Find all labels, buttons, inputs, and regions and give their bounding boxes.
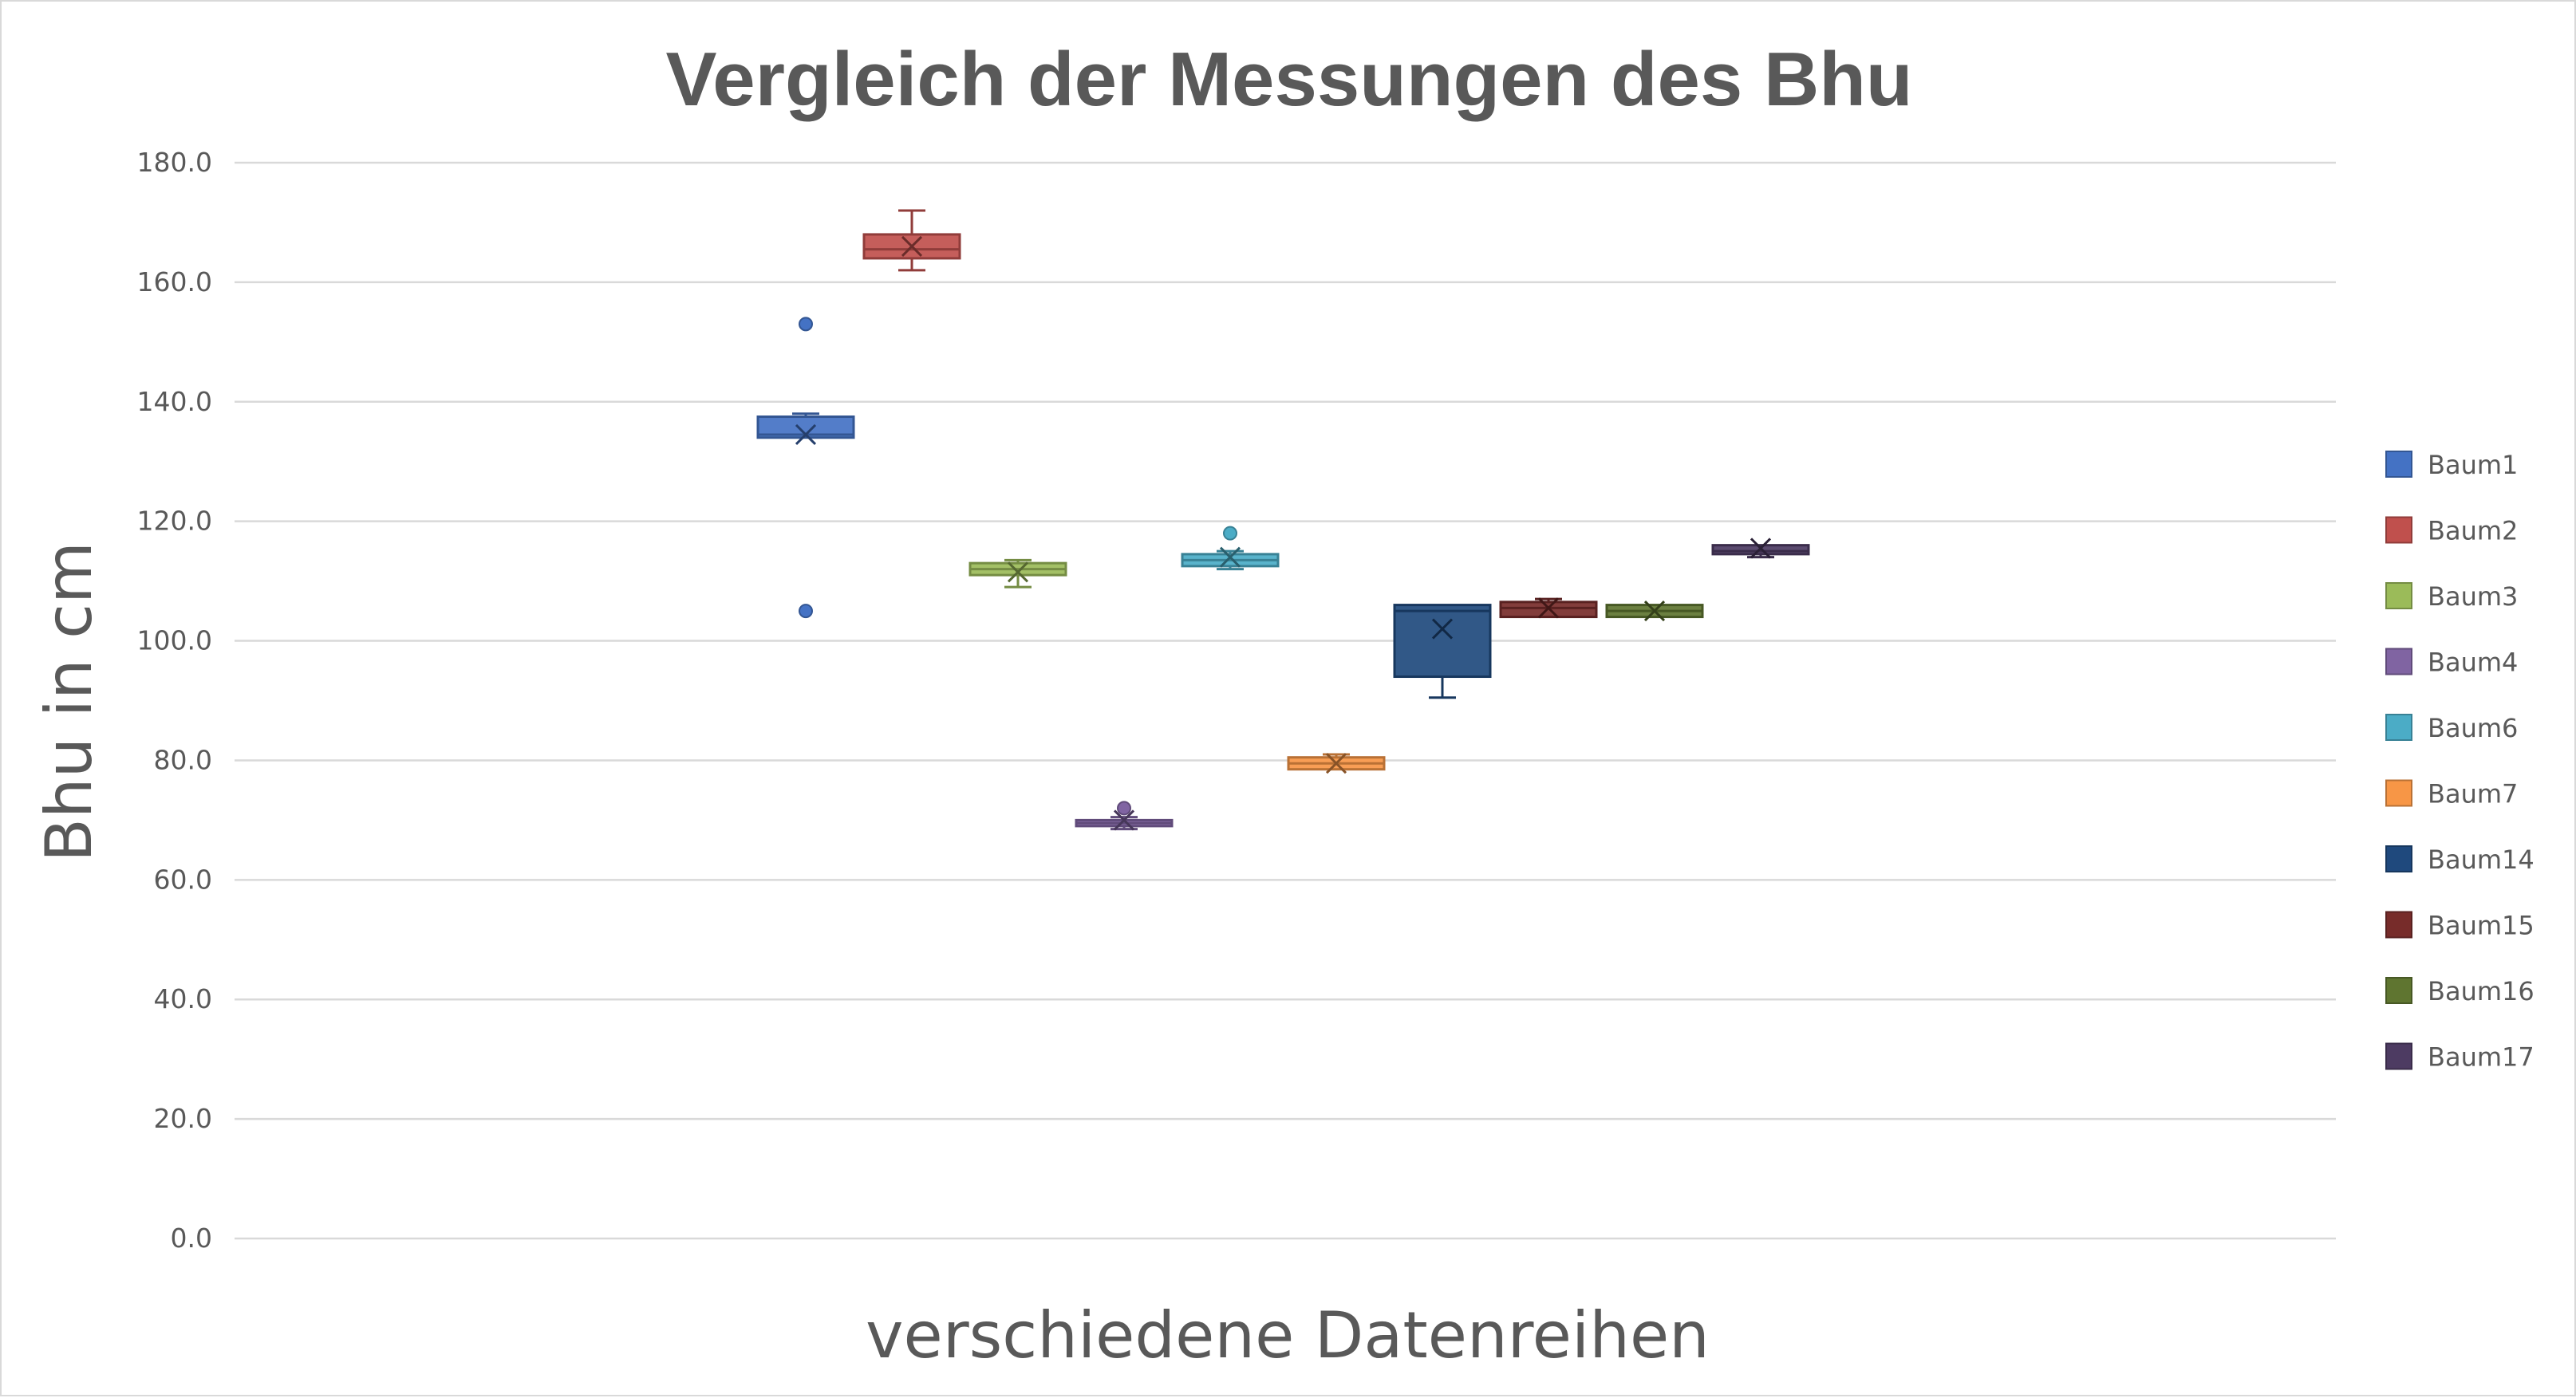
legend-item-baum15: Baum15 <box>2385 911 2535 941</box>
mean-marker <box>1431 618 1454 640</box>
outlier-point <box>1117 801 1131 816</box>
legend-item-baum4: Baum4 <box>2385 648 2518 678</box>
y-tick-label: 0.0 <box>171 1223 212 1254</box>
legend-item-baum17: Baum17 <box>2385 1042 2535 1073</box>
mean-marker <box>1537 597 1560 619</box>
legend-label: Baum3 <box>2428 581 2518 612</box>
mean-marker <box>901 235 923 257</box>
mean-marker <box>1750 538 1772 559</box>
legend-item-baum7: Baum7 <box>2385 779 2518 809</box>
outlier-point <box>1223 526 1237 541</box>
legend-label: Baum4 <box>2428 648 2518 678</box>
y-tick-label: 160.0 <box>137 266 212 297</box>
legend-swatch <box>2385 648 2412 675</box>
y-tick-label: 80.0 <box>154 744 212 775</box>
legend-swatch <box>2385 845 2412 872</box>
chart-title: Vergleich der Messungen des Bhu <box>665 37 1912 122</box>
box-baum16 <box>1605 601 1704 622</box>
legend-swatch <box>2385 911 2412 939</box>
legend-label: Baum17 <box>2428 1042 2535 1073</box>
box-baum7 <box>1287 753 1386 774</box>
legend-item-baum6: Baum6 <box>2385 713 2518 743</box>
plot-area <box>756 209 1810 831</box>
legend-item-baum14: Baum14 <box>2385 845 2535 875</box>
legend-swatch <box>2385 977 2412 1004</box>
y-tick-label: 180.0 <box>137 147 212 178</box>
legend-label: Baum2 <box>2428 516 2518 546</box>
legend-label: Baum15 <box>2428 911 2535 941</box>
box-baum15 <box>1499 597 1598 619</box>
mean-marker <box>1007 561 1029 583</box>
legend-label: Baum16 <box>2428 976 2535 1006</box>
outlier-point <box>799 604 813 619</box>
legend-swatch <box>2385 1042 2412 1070</box>
legend-item-baum3: Baum3 <box>2385 581 2518 612</box>
mean-marker <box>1643 601 1666 622</box>
box-baum17 <box>1711 538 1810 559</box>
box-baum2 <box>862 209 961 272</box>
mean-marker <box>1219 546 1241 568</box>
y-tick-label: 20.0 <box>154 1103 212 1134</box>
box-iqr <box>1393 604 1492 679</box>
legend-swatch <box>2385 451 2412 478</box>
legend-swatch <box>2385 779 2412 807</box>
y-tick-label: 140.0 <box>137 386 212 417</box>
legend-item-baum16: Baum16 <box>2385 976 2535 1006</box>
mean-marker <box>1325 753 1347 774</box>
mean-marker <box>1113 809 1135 831</box>
legend: Baum1 Baum2 Baum3 Baum4 Baum6 Baum7 Baum14 Baum… <box>2385 450 2535 1073</box>
box-baum3 <box>968 558 1067 589</box>
y-axis-title: Bhu in cm <box>32 541 106 862</box>
legend-label: Baum6 <box>2428 713 2518 743</box>
legend-item-baum2: Baum2 <box>2385 516 2518 546</box>
outlier-point <box>799 317 813 332</box>
x-axis-title: verschiedene Datenreihen <box>866 1298 1710 1372</box>
mean-marker <box>795 423 817 446</box>
legend-swatch <box>2385 582 2412 609</box>
y-tick-label: 40.0 <box>154 983 212 1014</box>
y-axis-tick-labels: 0.0 20.0 40.0 60.0 80.0 100.0 120.0 140.0 160.0 1… <box>137 147 212 1254</box>
legend-item-baum1: Baum1 <box>2385 450 2518 480</box>
legend-swatch <box>2385 516 2412 544</box>
y-tick-label: 60.0 <box>154 864 212 895</box>
box-baum6 <box>1181 526 1280 571</box>
box-baum4 <box>1075 801 1174 831</box>
gridlines <box>235 161 2336 1240</box>
legend-label: Baum7 <box>2428 779 2518 809</box>
box-baum1 <box>756 317 855 619</box>
y-tick-label: 120.0 <box>137 506 212 537</box>
box-baum14 <box>1393 604 1492 699</box>
legend-label: Baum1 <box>2428 450 2518 480</box>
legend-label: Baum14 <box>2428 845 2535 875</box>
y-tick-label: 100.0 <box>137 625 212 656</box>
legend-swatch <box>2385 714 2412 741</box>
